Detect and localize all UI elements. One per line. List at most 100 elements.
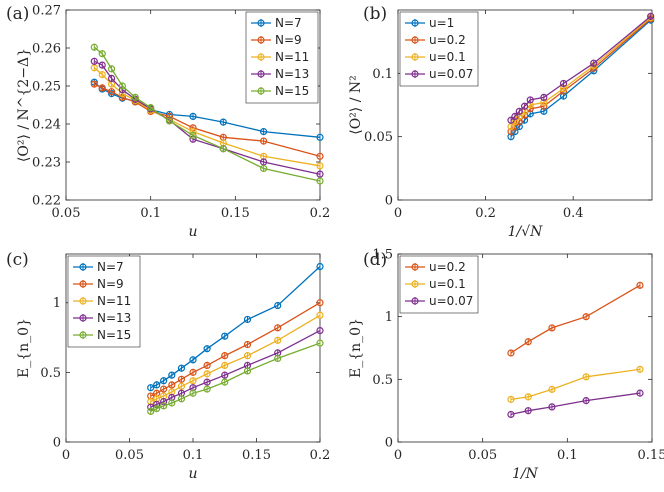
y-tick-label: 0.23 (32, 156, 61, 171)
data-point (90, 57, 98, 65)
data-point (153, 404, 161, 413)
data-point (243, 340, 252, 349)
legend-label: N=9 (97, 277, 124, 291)
legend-entry: N=9 (73, 277, 124, 291)
legend-label: u=0.1 (429, 50, 466, 64)
legend-marker (257, 53, 265, 61)
data-point (189, 131, 197, 139)
data-point (316, 262, 324, 271)
data-point (316, 339, 324, 347)
x-tick-label: 0.15 (221, 206, 250, 221)
data-point (260, 137, 268, 145)
x-tick-label: 0.15 (638, 448, 664, 463)
x-tick-label: 0.1 (557, 448, 578, 463)
data-point (515, 107, 523, 115)
data-point (90, 43, 98, 51)
data-point (507, 410, 515, 419)
series-N=7 (147, 262, 324, 392)
legend-entry: u=0.2 (405, 33, 466, 47)
data-point (203, 345, 211, 353)
legend-entry: N=15 (73, 328, 131, 342)
data-point (98, 70, 106, 79)
legend-entry: N=11 (251, 50, 309, 64)
data-point (118, 82, 126, 90)
series-N=15 (147, 339, 324, 415)
data-point (590, 59, 598, 67)
legend-label: u=0.2 (429, 260, 466, 274)
data-point (203, 361, 211, 370)
data-point (316, 299, 324, 307)
legend: u=0.2 u=0.1 u=0.07 (399, 255, 479, 314)
x-tick-label: 0.15 (242, 448, 271, 463)
data-point (636, 365, 644, 373)
x-tick-label: 0.05 (468, 448, 497, 463)
data-point (147, 104, 155, 112)
data-point (582, 373, 590, 381)
data-point (243, 352, 252, 360)
legend-entry: u=0.2 (405, 260, 466, 274)
y-tick-label: 0.26 (32, 42, 61, 57)
panel-label: (c) (6, 250, 29, 270)
x-tick-label: 0 (62, 448, 70, 463)
data-point (189, 356, 197, 364)
data-point (548, 385, 556, 393)
data-point (548, 403, 556, 411)
x-tick-label: 0.1 (140, 206, 161, 221)
y-tick-label: 0.22 (32, 194, 61, 209)
legend-marker (79, 314, 87, 322)
data-point (98, 61, 106, 69)
legend-entry: N=13 (73, 311, 131, 325)
data-point (168, 399, 176, 407)
x-axis-label: 1/N (512, 466, 539, 482)
x-tick-label: 0.2 (310, 448, 331, 463)
data-point (260, 128, 268, 136)
x-tick-label: 0.2 (310, 206, 331, 221)
data-point (582, 313, 590, 321)
x-tick-label: 0.2 (475, 206, 496, 221)
legend-entry: N=7 (251, 16, 302, 30)
data-point (243, 367, 252, 375)
y-axis-label: ⟨O²⟩ / N² (348, 75, 364, 135)
legend-marker (79, 297, 87, 305)
y-tick-label: 0 (53, 436, 61, 451)
y-tick-label: 0.5 (40, 366, 61, 381)
data-point (507, 395, 515, 403)
data-point (221, 352, 229, 360)
y-axis-label: E_{n_0} (348, 318, 364, 378)
data-point (221, 378, 229, 386)
data-point (107, 65, 116, 73)
panel-label: (d) (363, 250, 387, 270)
x-tick-label: 0.1 (183, 448, 204, 463)
series-u=0.1 (507, 365, 644, 403)
x-tick-label: 0.4 (563, 206, 584, 221)
data-point (221, 371, 229, 379)
data-point (526, 96, 534, 104)
legend-entry: N=7 (73, 260, 124, 274)
legend-entry: u=0.07 (405, 67, 473, 81)
data-point (219, 118, 227, 126)
data-point (520, 102, 529, 110)
legend: N=7 N=9 N=11 N=13 N=15 (67, 255, 141, 348)
y-tick-label: 1 (385, 310, 393, 325)
data-point (221, 361, 229, 370)
legend-label: u=0.07 (429, 67, 473, 81)
x-tick-label: 0.05 (115, 448, 144, 463)
data-point (243, 315, 252, 324)
panel-a: 0.05 0.1 0.15 0.2 0.22 0.23 0.24 0.25 0.26 0.27(a… (6, 4, 330, 241)
legend-label: u=0.1 (429, 277, 466, 291)
data-point (260, 164, 268, 173)
y-tick-label: 0 (385, 436, 393, 451)
data-point (274, 354, 282, 363)
data-point (107, 74, 116, 83)
legend-entry: N=13 (251, 67, 309, 81)
series-u=0.07 (507, 389, 644, 419)
panel-c: 0 0.05 0.1 0.15 0.2 0 0.5 1 (c) u E_{n_0} N=7 N=9 N=1… (6, 250, 330, 482)
data-point (90, 80, 98, 88)
data-point (107, 88, 116, 96)
legend-marker (79, 263, 87, 271)
data-point (160, 377, 168, 385)
series-N=15 (90, 43, 324, 185)
data-point (316, 133, 324, 141)
series-N=13 (147, 326, 324, 411)
